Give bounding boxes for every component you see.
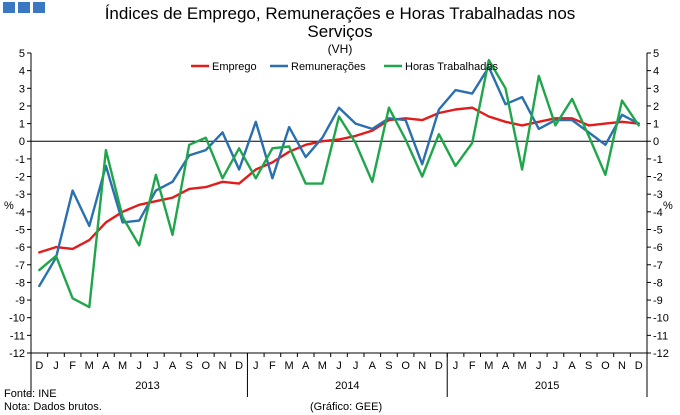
- y-tick-label-left: 1: [19, 119, 25, 131]
- x-month-label: N: [418, 360, 426, 372]
- x-month-label: J: [336, 360, 342, 372]
- x-year-label: 2015: [535, 380, 559, 392]
- y-tick-label-left: -7: [15, 260, 25, 272]
- x-month-label: S: [585, 360, 592, 372]
- x-month-label: A: [568, 360, 576, 372]
- y-tick-label-right: -11: [653, 330, 668, 342]
- footer-credit: (Gráfico: GEE): [310, 401, 383, 413]
- y-tick-label-left: -3: [15, 189, 25, 201]
- x-month-label: A: [302, 360, 310, 372]
- y-tick-label-left: -12: [9, 348, 25, 360]
- x-month-label: D: [435, 360, 443, 372]
- x-month-label: M: [518, 360, 527, 372]
- y-tick-label-left: -11: [10, 330, 25, 342]
- x-month-label: M: [85, 360, 94, 372]
- y-axis-title-right: %: [663, 200, 673, 212]
- legend-label-emprego: Emprego: [212, 61, 257, 73]
- y-tick-label-right: -8: [653, 277, 663, 289]
- footer-note: Nota: Dados brutos.: [4, 401, 102, 413]
- x-month-label: J: [153, 360, 159, 372]
- x-month-label: S: [385, 360, 392, 372]
- y-tick-label-left: -4: [15, 207, 25, 219]
- x-month-label: A: [502, 360, 510, 372]
- x-month-label: J: [53, 360, 59, 372]
- x-month-label: O: [202, 360, 211, 372]
- y-tick-label-right: -2: [653, 172, 663, 184]
- x-month-label: J: [536, 360, 542, 372]
- y-tick-label-right: 1: [653, 119, 659, 131]
- x-month-label: M: [118, 360, 127, 372]
- y-tick-label-right: -4: [653, 207, 663, 219]
- x-month-label: J: [136, 360, 142, 372]
- y-tick-label-right: -9: [653, 295, 663, 307]
- y-tick-label-left: 0: [19, 136, 25, 148]
- x-month-label: O: [401, 360, 410, 372]
- y-tick-label-left: -5: [15, 224, 25, 236]
- x-month-label: J: [553, 360, 559, 372]
- x-month-label: D: [235, 360, 243, 372]
- y-tick-label-right: -5: [653, 224, 663, 236]
- y-tick-label-left: -6: [15, 242, 25, 254]
- y-tick-label-right: -7: [653, 260, 663, 272]
- x-month-label: D: [35, 360, 43, 372]
- x-month-label: F: [269, 360, 276, 372]
- y-tick-label-left: -10: [9, 313, 25, 325]
- logo-square-1: [3, 2, 15, 13]
- chart-title-line-2: Serviços: [307, 22, 373, 41]
- y-tick-label-right: -12: [653, 348, 669, 360]
- logo-square-2: [18, 2, 30, 13]
- chart-title-line-1: Índices de Emprego, Remunerações e Horas…: [104, 4, 576, 23]
- legend-label-horas-trabalhadas: Horas Trabalhadas: [405, 61, 498, 73]
- logo-square-3: [33, 2, 45, 13]
- series-line-emprego: [38, 106, 640, 254]
- series-line-remunerações: [38, 65, 640, 288]
- x-month-label: F: [69, 360, 76, 372]
- y-tick-label-right: -3: [653, 189, 663, 201]
- y-tick-label-left: -2: [15, 172, 25, 184]
- legend-label-remunerações: Remunerações: [291, 61, 366, 73]
- x-month-label: M: [318, 360, 327, 372]
- y-tick-label-left: -9: [15, 295, 25, 307]
- y-tick-label-right: 3: [653, 83, 659, 95]
- y-tick-label-left: 3: [19, 83, 25, 95]
- x-month-label: J: [453, 360, 459, 372]
- y-tick-label-left: -1: [15, 154, 25, 166]
- y-tick-label-left: 5: [19, 48, 25, 60]
- x-month-label: M: [284, 360, 293, 372]
- x-month-label: D: [635, 360, 643, 372]
- series-line-horas-trabalhadas: [38, 58, 640, 309]
- x-month-label: F: [469, 360, 476, 372]
- y-tick-label-right: 4: [653, 66, 659, 78]
- y-tick-label-right: -1: [653, 154, 663, 166]
- y-tick-label-right: 2: [653, 101, 659, 113]
- x-month-label: N: [618, 360, 626, 372]
- y-tick-label-right: -6: [653, 242, 663, 254]
- x-year-label: 2014: [335, 380, 359, 392]
- x-month-label: O: [601, 360, 610, 372]
- x-month-label: S: [185, 360, 192, 372]
- x-month-label: M: [484, 360, 493, 372]
- footer-source: Fonte: INE: [4, 388, 57, 400]
- chart-unit-label: (VH): [327, 42, 353, 56]
- y-tick-label-right: 0: [653, 136, 659, 148]
- y-axis-title-left: %: [4, 200, 14, 212]
- y-tick-label-left: 4: [19, 66, 25, 78]
- y-tick-label-right: -10: [653, 313, 669, 325]
- x-month-label: J: [353, 360, 359, 372]
- y-tick-label-right: 5: [653, 48, 659, 60]
- x-month-label: A: [369, 360, 377, 372]
- x-month-label: A: [102, 360, 110, 372]
- y-tick-label-left: 2: [19, 101, 25, 113]
- x-month-label: A: [169, 360, 177, 372]
- x-year-label: 2013: [135, 380, 159, 392]
- x-month-label: J: [253, 360, 259, 372]
- x-month-label: N: [218, 360, 226, 372]
- y-tick-label-left: -8: [15, 277, 25, 289]
